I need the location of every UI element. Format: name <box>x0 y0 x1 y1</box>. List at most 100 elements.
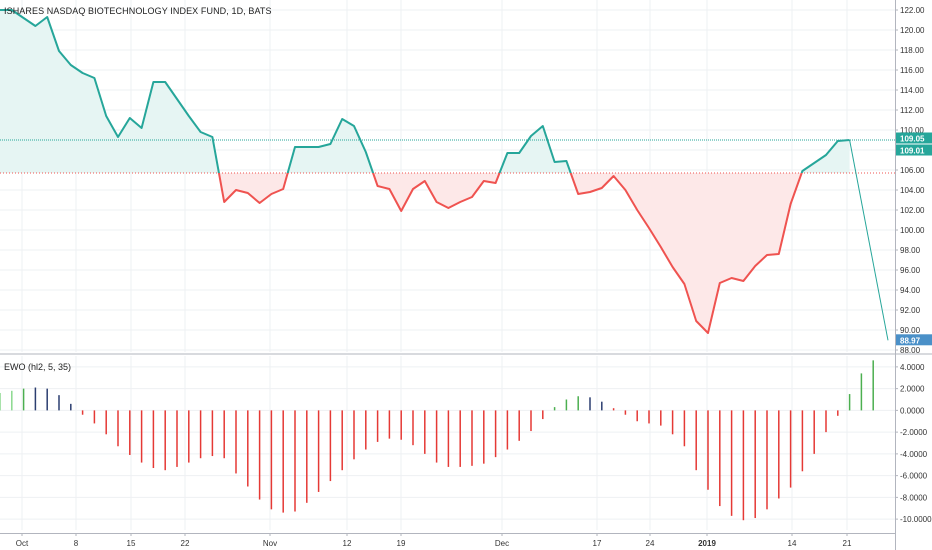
osc-bar <box>412 410 414 446</box>
osc-bar <box>671 410 674 435</box>
x-tick-label: 2019 <box>698 539 716 548</box>
y-tick-label: 100.00 <box>900 226 925 235</box>
osc-bar <box>199 410 202 459</box>
osc-bar <box>530 410 532 432</box>
osc-bar <box>813 410 815 454</box>
y-tick-label: 116.00 <box>900 66 924 75</box>
area-below-baseline <box>0 173 850 333</box>
osc-y-tick-label: 2.0000 <box>900 385 925 394</box>
last-value-badge-2-text: 109.01 <box>900 147 925 156</box>
x-tick-label: 14 <box>788 539 797 548</box>
osc-bar <box>22 388 25 411</box>
osc-bar <box>789 410 792 488</box>
y-tick-label: 106.00 <box>900 166 925 175</box>
osc-bar <box>494 410 497 458</box>
osc-bar <box>754 410 756 519</box>
x-tick-label: 24 <box>646 539 655 548</box>
y-tick-label: 98.00 <box>900 246 921 255</box>
osc-bar <box>778 410 780 499</box>
osc-bar <box>376 410 379 442</box>
osc-bar <box>247 410 249 487</box>
osc-bar <box>317 410 320 492</box>
osc-bar <box>471 410 473 466</box>
y-tick-label: 96.00 <box>900 266 921 275</box>
osc-y-tick-label: 0.0000 <box>900 406 925 415</box>
x-tick-label: 17 <box>593 539 602 548</box>
osc-bar <box>388 410 391 439</box>
osc-bar <box>518 410 520 441</box>
osc-bar <box>683 410 686 447</box>
osc-bar <box>695 410 697 471</box>
osc-bar <box>46 388 48 411</box>
osc-bar <box>81 410 84 415</box>
osc-bar <box>459 410 461 467</box>
osc-bar <box>176 410 178 467</box>
osc-bar <box>152 410 155 469</box>
y-tick-label: 94.00 <box>900 286 921 295</box>
osc-bar <box>872 360 874 411</box>
osc-bar <box>553 407 556 411</box>
osc-bar <box>648 410 650 424</box>
y-tick-label: 112.00 <box>900 106 924 115</box>
osc-bar <box>483 410 485 464</box>
osc-bar <box>612 408 615 411</box>
y-tick-label: 92.00 <box>900 306 921 315</box>
osc-bar <box>707 410 709 490</box>
osc-y-axis: 4.0000 2.0000 0.0000 -2.0000 -4.0000 -6.0000 -… <box>895 363 932 524</box>
x-axis: Oct 8 15 22 Nov 12 19 Dec 17 24 2019 14 21 <box>16 533 852 548</box>
y-tick-label: 102.00 <box>900 206 925 215</box>
osc-bar <box>636 410 638 422</box>
osc-bar <box>542 410 544 420</box>
x-tick-label: Oct <box>16 539 29 548</box>
x-tick-label: 19 <box>397 539 406 548</box>
projection-badge: 88.97 <box>896 334 932 346</box>
osc-bar <box>58 395 60 411</box>
osc-bar <box>294 410 296 512</box>
osc-y-tick-label: -8.0000 <box>900 493 928 502</box>
x-tick-label: 12 <box>343 539 352 548</box>
osc-bar <box>211 410 214 457</box>
osc-y-tick-label: -10.0000 <box>900 515 932 524</box>
osc-bars <box>0 360 874 521</box>
osc-y-tick-label: -4.0000 <box>900 450 928 459</box>
price-y-axis: 122.00 120.00 118.00 116.00 114.00 112.00 110.… <box>895 6 925 355</box>
y-tick-label: 118.00 <box>900 46 924 55</box>
price-line-up <box>0 9 850 173</box>
osc-bar <box>589 397 591 411</box>
osc-bar <box>860 373 863 411</box>
osc-bar <box>719 410 721 507</box>
osc-bar <box>105 410 107 435</box>
osc-bar <box>258 410 261 500</box>
osc-bar <box>34 387 37 411</box>
y-tick-label: 110.00 <box>900 126 924 135</box>
osc-bar <box>223 410 225 459</box>
last-value-badge-bg <box>896 132 932 144</box>
y-tick-label: 122.00 <box>900 6 925 15</box>
osc-y-tick-label: -6.0000 <box>900 472 928 481</box>
last-value-badge: 109.05 <box>896 132 932 144</box>
y-tick-label: 114.00 <box>900 86 924 95</box>
osc-bar <box>270 410 273 510</box>
y-tick-label: 120.00 <box>900 26 925 35</box>
osc-bar <box>825 410 827 433</box>
osc-bar <box>117 410 119 447</box>
osc-bar <box>435 410 438 463</box>
x-tick-label: 22 <box>181 539 190 548</box>
last-value-badge-text: 109.05 <box>900 135 925 144</box>
osc-bar <box>93 410 96 424</box>
indicator-title: EWO (hl2, 5, 35) <box>4 362 72 372</box>
projection-line <box>849 139 889 341</box>
osc-bar <box>837 410 839 416</box>
osc-bar <box>164 410 166 471</box>
osc-bar <box>730 410 733 516</box>
area-above-baseline <box>0 10 850 173</box>
x-tick-label: Nov <box>263 539 277 548</box>
chart-title: ISHARES NASDAQ BIOTECHNOLOGY INDEX FUND,… <box>4 6 272 16</box>
osc-bar <box>341 410 343 471</box>
osc-bar <box>235 410 237 474</box>
osc-y-tick-label: 4.0000 <box>900 363 925 372</box>
osc-bar <box>365 410 367 450</box>
osc-bar <box>70 403 72 411</box>
osc-bar <box>329 410 332 482</box>
